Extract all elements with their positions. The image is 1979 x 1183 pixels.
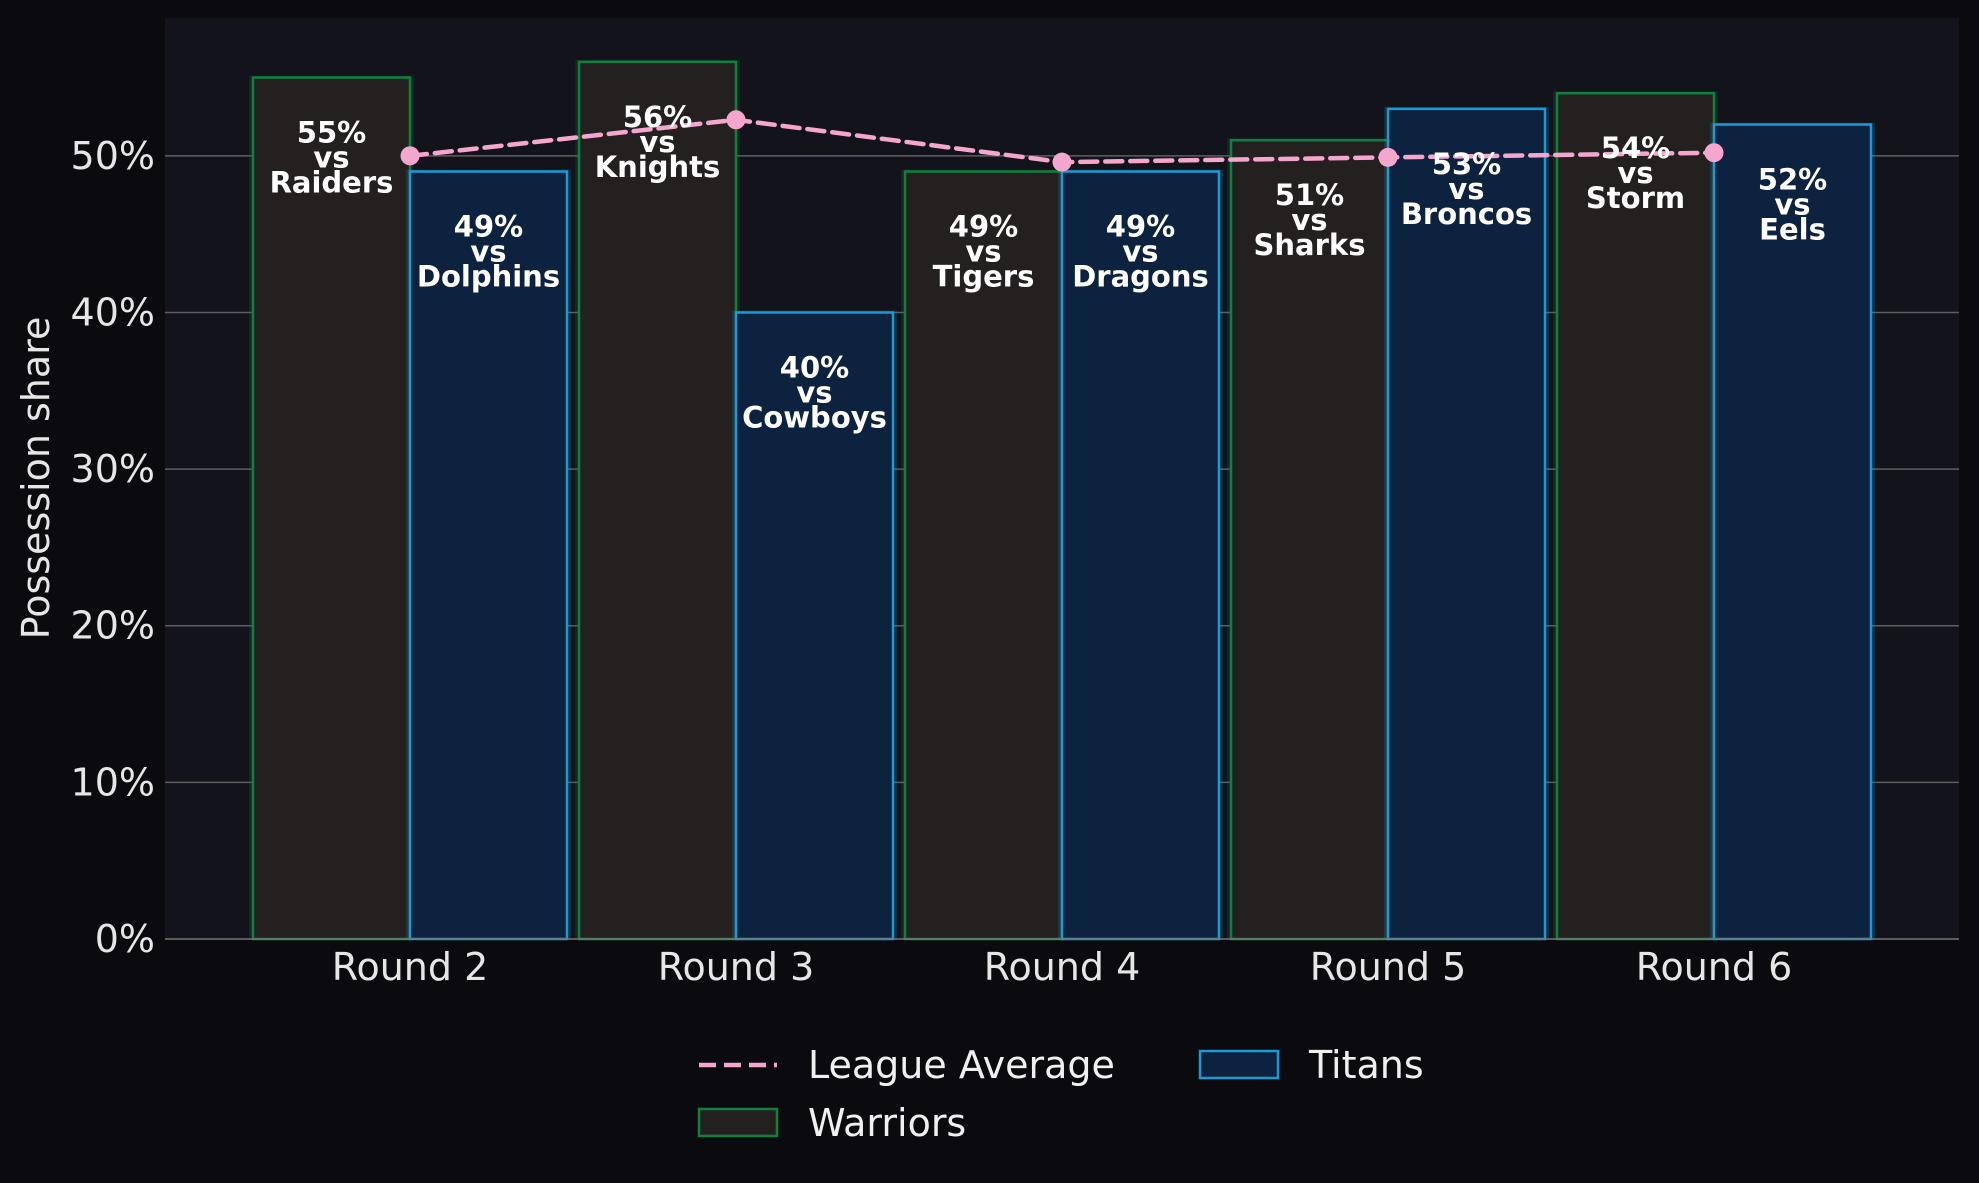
y-tick-label: 20%	[71, 604, 155, 648]
x-tick-label: Round 2	[332, 945, 489, 989]
bar-warriors	[251, 76, 412, 941]
y-tick-label: 10%	[71, 760, 155, 804]
bar-value-label: 49%	[949, 210, 1018, 244]
y-tick-label: 0%	[95, 917, 155, 961]
bar-value-label: vs	[965, 235, 1001, 269]
bar-value-label: vs	[1774, 188, 1810, 222]
league-average-point	[400, 146, 420, 166]
bar-value-label: 49%	[1106, 210, 1175, 244]
legend: League Average Titans Warriors	[697, 1043, 1424, 1145]
bar-value-label: 52%	[1758, 163, 1827, 197]
league-average-point	[1378, 147, 1398, 167]
bar-value-label: Sharks	[1254, 228, 1366, 262]
bar-value-label: vs	[1291, 203, 1327, 237]
bar-warriors	[577, 60, 738, 941]
bar-titans	[408, 170, 569, 941]
legend-swatch-titans	[1198, 1049, 1280, 1080]
league-average-line	[400, 110, 1724, 172]
y-tick-label: 30%	[71, 447, 155, 491]
league-average-point	[1052, 152, 1072, 172]
bar-value-label: vs	[1617, 156, 1653, 190]
x-tick-labels: Round 2 Round 3 Round 4 Round 5 Round 6	[332, 945, 1793, 989]
bar-warriors	[1555, 91, 1716, 941]
bar-value-label: Storm	[1586, 181, 1685, 215]
x-tick-label: Round 5	[1310, 945, 1467, 989]
bar-value-label: Dolphins	[417, 260, 560, 294]
bar-titans	[734, 311, 895, 941]
bar-value-label: 51%	[1275, 178, 1344, 212]
bar-titans	[1712, 123, 1873, 941]
bar-labels: 55%vsRaiders56%vsKnights49%vsTigers51%vs…	[270, 100, 1828, 435]
bar-value-label: vs	[1448, 172, 1484, 206]
bar-value-label: vs	[639, 125, 675, 159]
bar-value-label: vs	[1122, 235, 1158, 269]
bars	[249, 59, 1875, 941]
bar-value-label: Broncos	[1401, 197, 1532, 231]
bar-value-label: Raiders	[270, 166, 394, 200]
bar-value-label: Knights	[595, 150, 721, 184]
x-tick-label: Round 6	[1636, 945, 1793, 989]
bar-value-label: 53%	[1432, 147, 1501, 181]
bar-titans	[1386, 107, 1547, 941]
league-average-point	[726, 110, 746, 130]
bar-value-label: Cowboys	[742, 400, 887, 434]
bar-value-label: vs	[470, 235, 506, 269]
legend-label-league-average: League Average	[808, 1043, 1115, 1087]
bar-value-label: Dragons	[1072, 260, 1209, 294]
y-axis-title: Possession share	[14, 317, 58, 640]
bar-value-label: vs	[796, 375, 832, 409]
y-tick-label: 40%	[71, 290, 155, 334]
legend-swatch-warriors	[697, 1107, 779, 1138]
bar-value-label: vs	[313, 141, 349, 175]
bar-value-label: 56%	[623, 100, 692, 134]
x-tick-label: Round 3	[658, 945, 815, 989]
bar-value-label: 49%	[454, 210, 523, 244]
bar-warriors	[903, 170, 1064, 941]
bar-value-label: 55%	[297, 116, 366, 150]
y-tick-labels: 0% 10% 20% 30% 40% 50%	[71, 134, 155, 961]
legend-label-warriors: Warriors	[808, 1101, 966, 1145]
bar-value-label: 54%	[1601, 131, 1670, 165]
legend-label-titans: Titans	[1308, 1043, 1424, 1087]
bar-warriors	[1229, 138, 1390, 941]
league-average-point	[1704, 143, 1724, 163]
bar-value-label: Tigers	[933, 260, 1035, 294]
bar-value-label: Eels	[1759, 213, 1826, 247]
x-tick-label: Round 4	[984, 945, 1141, 989]
bar-titans	[1060, 170, 1221, 941]
y-tick-label: 50%	[71, 134, 155, 178]
bar-value-label: 40%	[780, 350, 849, 384]
